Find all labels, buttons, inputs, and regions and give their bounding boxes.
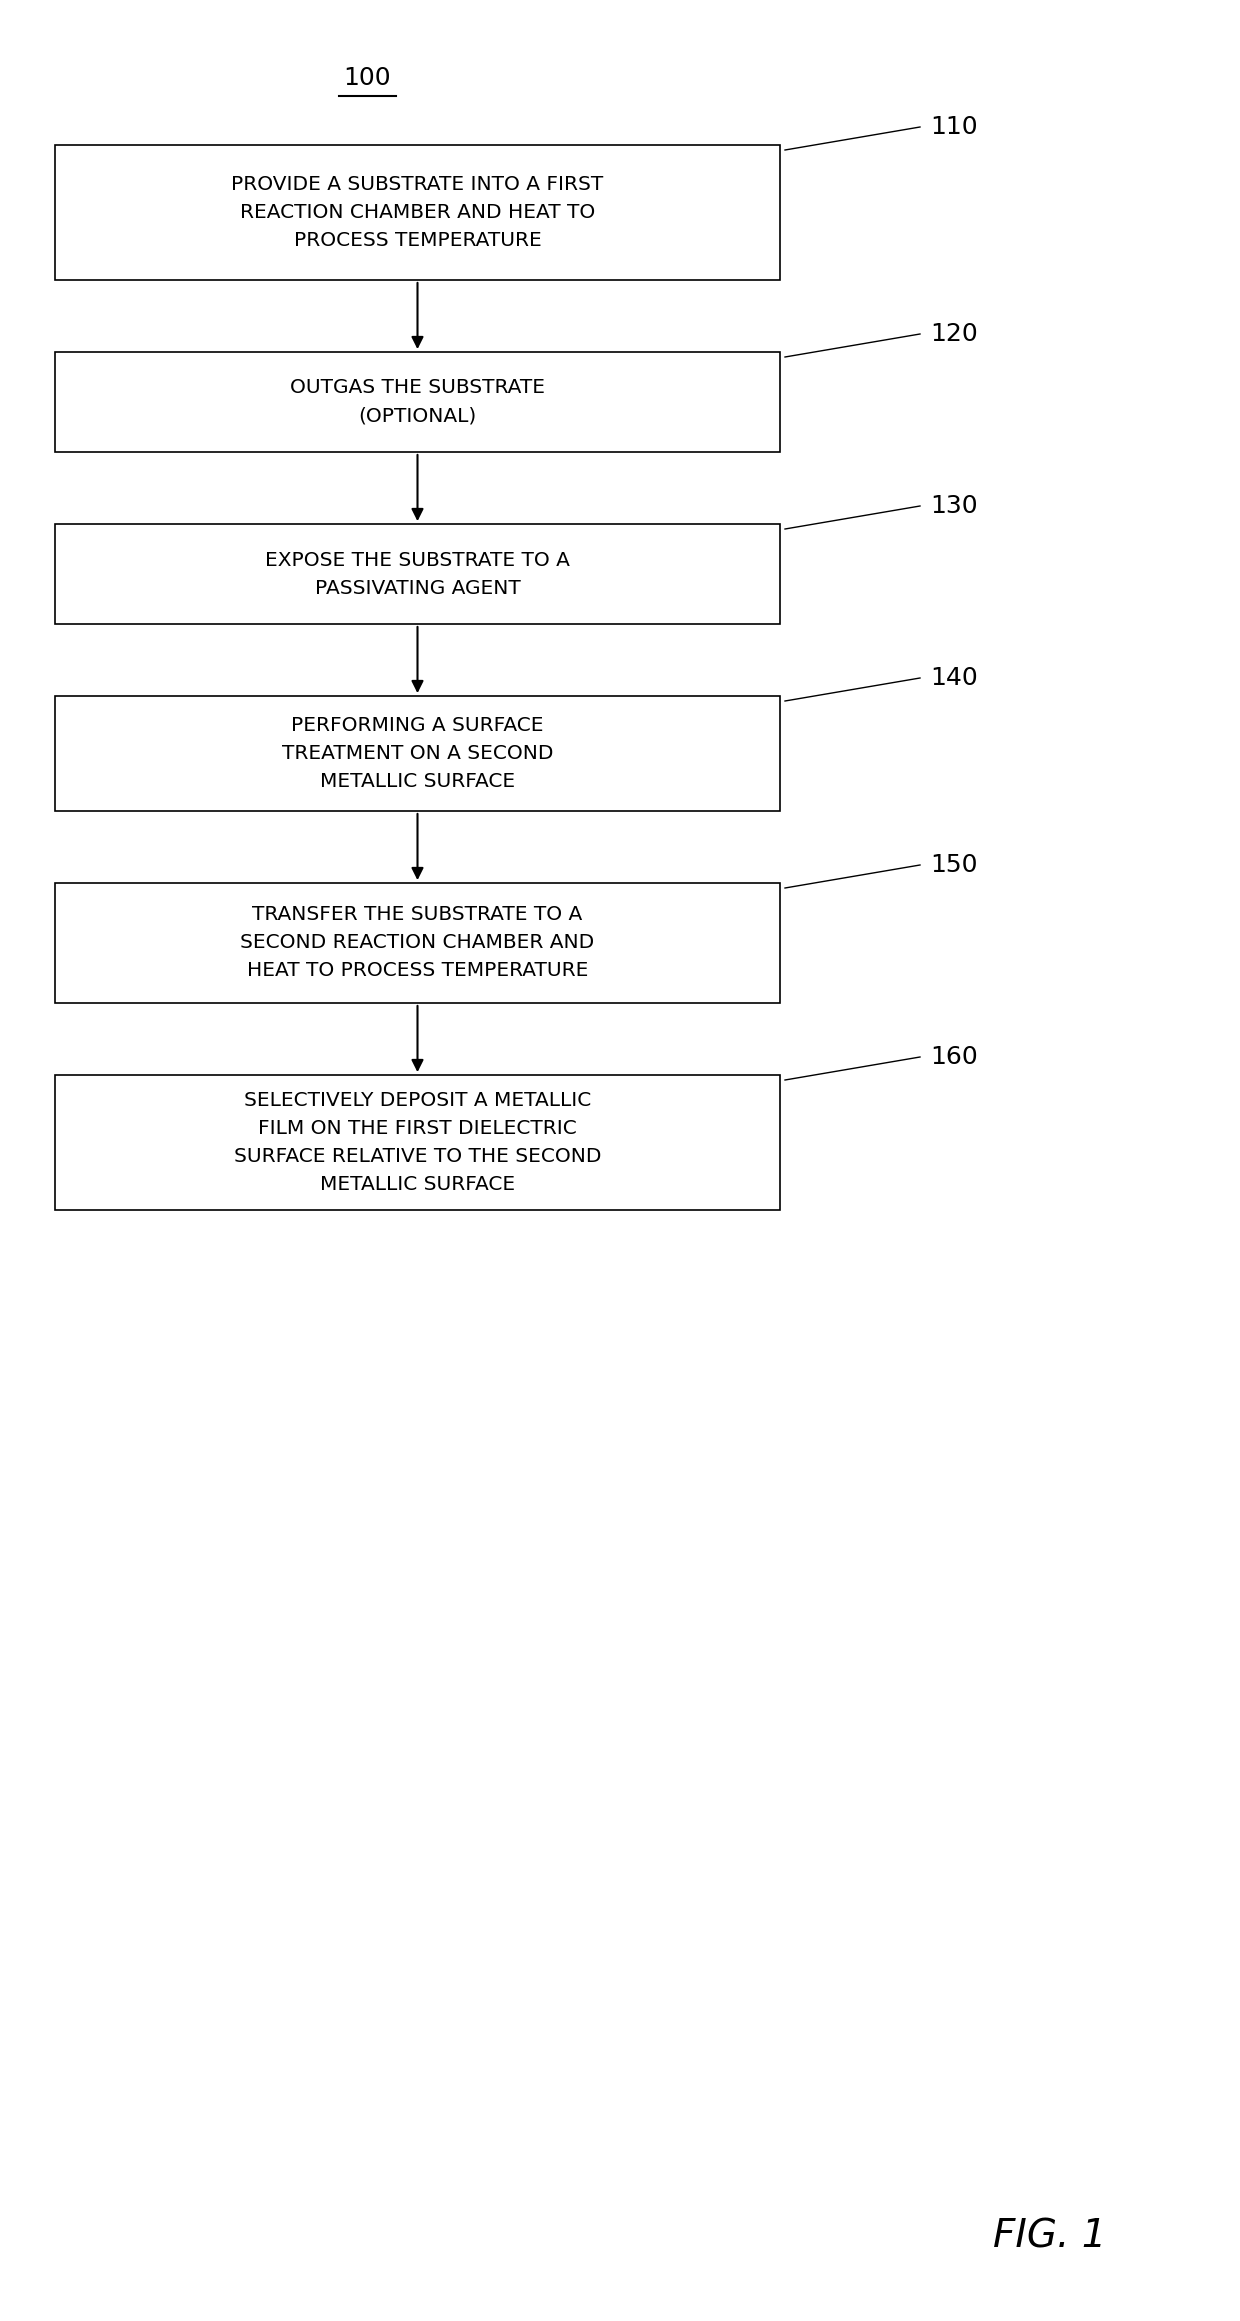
Text: PERFORMING A SURFACE
TREATMENT ON A SECOND
METALLIC SURFACE: PERFORMING A SURFACE TREATMENT ON A SECO… — [281, 715, 553, 791]
Text: 100: 100 — [343, 65, 392, 91]
Text: 160: 160 — [930, 1044, 978, 1070]
Text: 110: 110 — [930, 116, 977, 139]
Text: 150: 150 — [930, 854, 977, 877]
Text: SELECTIVELY DEPOSIT A METALLIC
FILM ON THE FIRST DIELECTRIC
SURFACE RELATIVE TO : SELECTIVELY DEPOSIT A METALLIC FILM ON T… — [234, 1091, 601, 1193]
Text: 120: 120 — [930, 323, 978, 346]
FancyBboxPatch shape — [55, 696, 780, 810]
Text: OUTGAS THE SUBSTRATE
(OPTIONAL): OUTGAS THE SUBSTRATE (OPTIONAL) — [290, 378, 546, 425]
FancyBboxPatch shape — [55, 1075, 780, 1209]
Text: PROVIDE A SUBSTRATE INTO A FIRST
REACTION CHAMBER AND HEAT TO
PROCESS TEMPERATUR: PROVIDE A SUBSTRATE INTO A FIRST REACTIO… — [232, 174, 604, 251]
Text: FIG. 1: FIG. 1 — [993, 2217, 1107, 2256]
Text: 130: 130 — [930, 494, 977, 518]
FancyBboxPatch shape — [55, 144, 780, 281]
FancyBboxPatch shape — [55, 882, 780, 1003]
Text: TRANSFER THE SUBSTRATE TO A
SECOND REACTION CHAMBER AND
HEAT TO PROCESS TEMPERAT: TRANSFER THE SUBSTRATE TO A SECOND REACT… — [241, 905, 595, 979]
Text: 140: 140 — [930, 666, 978, 689]
Text: EXPOSE THE SUBSTRATE TO A
PASSIVATING AGENT: EXPOSE THE SUBSTRATE TO A PASSIVATING AG… — [265, 550, 570, 596]
FancyBboxPatch shape — [55, 353, 780, 453]
FancyBboxPatch shape — [55, 525, 780, 624]
